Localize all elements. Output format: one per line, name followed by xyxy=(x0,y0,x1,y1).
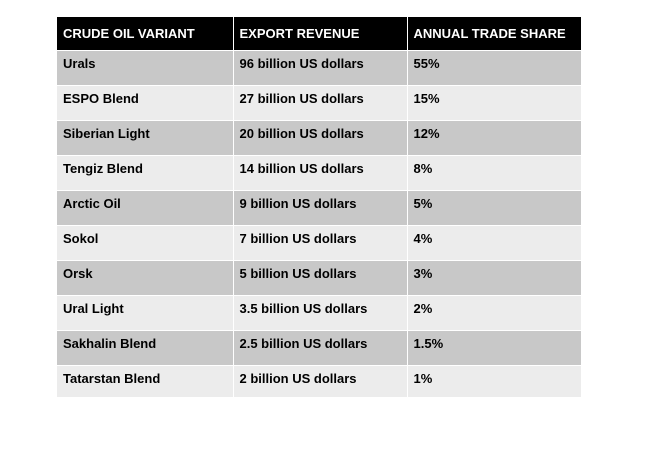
cell-revenue: 7 billion US dollars xyxy=(233,225,408,261)
cell-variant: Orsk xyxy=(57,260,234,296)
table-body: Urals 96 billion US dollars 55% ESPO Blend 2… xyxy=(57,50,581,397)
cell-variant: Sakhalin Blend xyxy=(57,330,234,366)
cell-variant: Tatarstan Blend xyxy=(57,365,234,397)
cell-revenue: 2.5 billion US dollars xyxy=(233,330,408,366)
cell-revenue: 20 billion US dollars xyxy=(233,120,408,156)
table-row: Sakhalin Blend 2.5 billion US dollars 1.5% xyxy=(57,330,581,366)
column-header-variant: CRUDE OIL VARIANT xyxy=(57,17,234,51)
cell-share: 4% xyxy=(407,225,581,261)
column-header-share: ANNUAL TRADE SHARE xyxy=(407,17,581,51)
cell-variant: Urals xyxy=(57,50,234,86)
cell-share: 55% xyxy=(407,50,581,86)
cell-variant: Tengiz Blend xyxy=(57,155,234,191)
cell-revenue: 2 billion US dollars xyxy=(233,365,408,397)
cell-variant: Arctic Oil xyxy=(57,190,234,226)
cell-revenue: 9 billion US dollars xyxy=(233,190,408,226)
cell-share: 8% xyxy=(407,155,581,191)
cell-revenue: 96 billion US dollars xyxy=(233,50,408,86)
table-row: Arctic Oil 9 billion US dollars 5% xyxy=(57,190,581,226)
cell-share: 5% xyxy=(407,190,581,226)
table-row: Ural Light 3.5 billion US dollars 2% xyxy=(57,295,581,331)
cell-variant: Siberian Light xyxy=(57,120,234,156)
header-row: CRUDE OIL VARIANT EXPORT REVENUE ANNUAL … xyxy=(57,17,581,51)
table-row: ESPO Blend 27 billion US dollars 15% xyxy=(57,85,581,121)
table-row: Orsk 5 billion US dollars 3% xyxy=(57,260,581,296)
cell-revenue: 5 billion US dollars xyxy=(233,260,408,296)
table-row: Tengiz Blend 14 billion US dollars 8% xyxy=(57,155,581,191)
cell-variant: ESPO Blend xyxy=(57,85,234,121)
cell-revenue: 27 billion US dollars xyxy=(233,85,408,121)
table-header: CRUDE OIL VARIANT EXPORT REVENUE ANNUAL … xyxy=(57,17,581,51)
crude-oil-table: CRUDE OIL VARIANT EXPORT REVENUE ANNUAL … xyxy=(57,17,581,397)
cell-revenue: 14 billion US dollars xyxy=(233,155,408,191)
cell-share: 2% xyxy=(407,295,581,331)
table-row: Urals 96 billion US dollars 55% xyxy=(57,50,581,86)
table-row: Sokol 7 billion US dollars 4% xyxy=(57,225,581,261)
table-row: Siberian Light 20 billion US dollars 12% xyxy=(57,120,581,156)
cell-share: 3% xyxy=(407,260,581,296)
cell-variant: Sokol xyxy=(57,225,234,261)
cell-variant: Ural Light xyxy=(57,295,234,331)
cell-share: 12% xyxy=(407,120,581,156)
table-row: Tatarstan Blend 2 billion US dollars 1% xyxy=(57,365,581,397)
cell-share: 15% xyxy=(407,85,581,121)
cell-revenue: 3.5 billion US dollars xyxy=(233,295,408,331)
cell-share: 1.5% xyxy=(407,330,581,366)
data-table-container: CRUDE OIL VARIANT EXPORT REVENUE ANNUAL … xyxy=(57,17,581,397)
cell-share: 1% xyxy=(407,365,581,397)
column-header-revenue: EXPORT REVENUE xyxy=(233,17,408,51)
